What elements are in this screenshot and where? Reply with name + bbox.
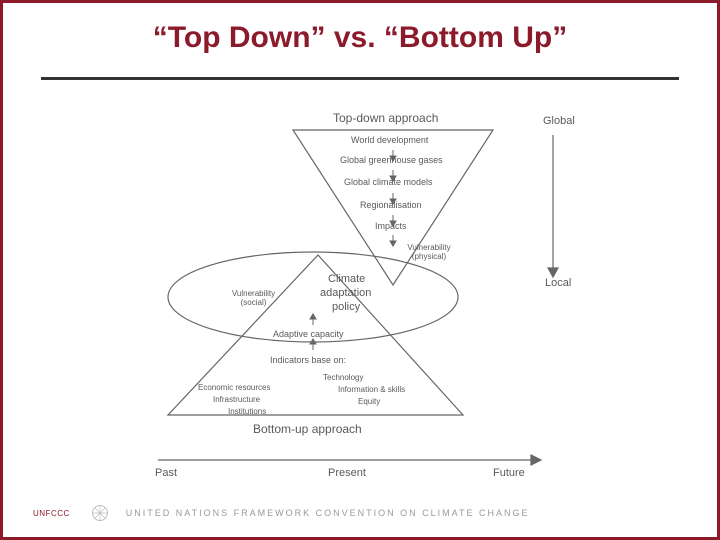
timeline-future: Future xyxy=(493,467,525,479)
timeline-axis xyxy=(158,455,541,465)
center-label-1: Climate xyxy=(328,273,365,285)
slide-title: “Top Down” vs. “Bottom Up” xyxy=(43,21,677,55)
top-tri-item-5: Vulnerability (physical) xyxy=(400,243,458,261)
bot-lr-2: Equity xyxy=(358,397,380,406)
bot-ll-0: Economic resources xyxy=(198,383,270,392)
diagram-container: Top-down approach Global Local World dev… xyxy=(113,115,613,480)
bot-lr-1: Information & skills xyxy=(338,385,405,394)
bot-tri-upper-0: Vulnerability (social) xyxy=(226,289,281,307)
top-tri-item-0: World development xyxy=(351,135,428,145)
global-label: Global xyxy=(543,115,575,127)
un-emblem-icon xyxy=(90,503,110,523)
top-tri-item-3: Regionalisation xyxy=(360,200,422,210)
center-label-2: adaptation xyxy=(320,287,371,299)
footer-org-text: UNITED NATIONS FRAMEWORK CONVENTION ON C… xyxy=(126,508,530,518)
bot-tri-upper-1: Adaptive capacity xyxy=(273,329,344,339)
bot-ll-2: Institutions xyxy=(228,407,266,416)
slide-frame: “Top Down” vs. “Bottom Up” xyxy=(0,0,720,540)
title-underline xyxy=(41,77,679,80)
top-tri-item-2: Global climate models xyxy=(344,177,433,187)
bot-tri-upper-2: Indicators base on: xyxy=(270,355,346,365)
center-label-3: policy xyxy=(332,301,360,313)
local-label: Local xyxy=(545,277,571,289)
top-tri-item-4: Impacts xyxy=(375,221,407,231)
timeline-past: Past xyxy=(155,467,177,479)
footer-bar: UNFCCC UNITED NATIONS FRAMEWORK CONVENTI… xyxy=(3,499,717,527)
bot-ll-1: Infrastructure xyxy=(213,395,260,404)
timeline-present: Present xyxy=(328,467,366,479)
top-approach-label: Top-down approach xyxy=(333,111,438,125)
footer-logo-unfccc: UNFCCC xyxy=(33,509,70,518)
bot-lr-0: Technology xyxy=(323,373,363,382)
bottom-approach-label: Bottom-up approach xyxy=(253,422,362,436)
top-tri-item-1: Global greenhouse gases xyxy=(340,155,443,165)
global-local-arrow xyxy=(548,135,558,277)
